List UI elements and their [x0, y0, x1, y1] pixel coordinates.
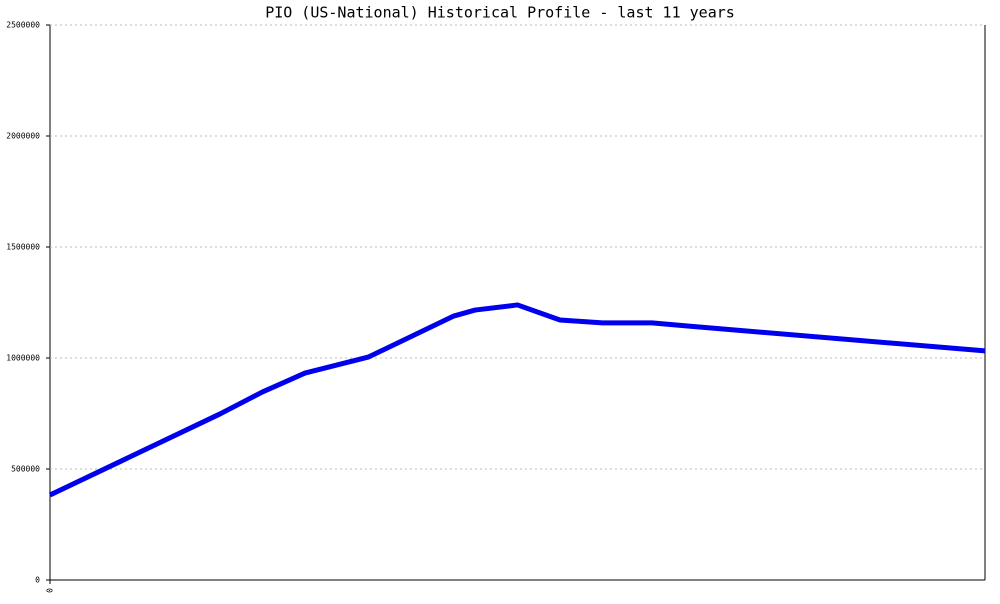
y-tick-label: 2500000	[6, 21, 40, 30]
y-tick-label: 500000	[11, 465, 40, 474]
data-line	[48, 302, 986, 498]
y-tick-label: 1000000	[6, 354, 40, 363]
y-tick-label: 2000000	[6, 132, 40, 141]
y-tick-label: 0	[35, 576, 40, 585]
chart-title: PIO (US-National) Historical Profile - l…	[265, 4, 735, 22]
x-tick-label: 0	[46, 588, 55, 593]
y-tick-label: 1500000	[6, 243, 40, 252]
